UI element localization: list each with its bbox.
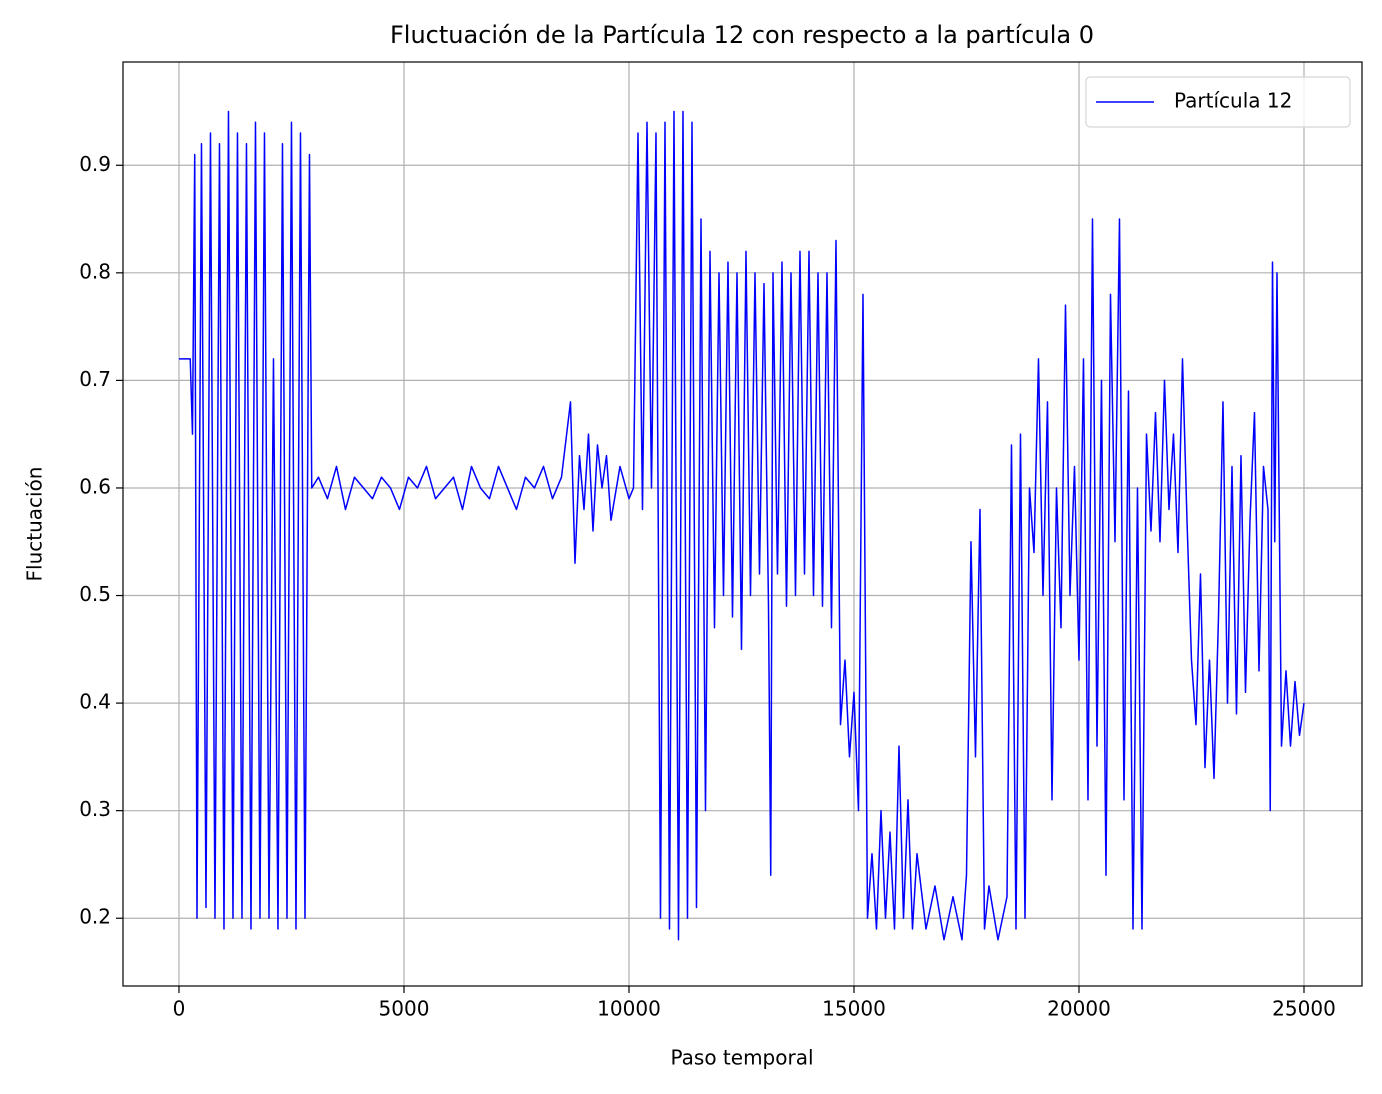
- ticks: 0 5000 10000 15000 20000 25000 0.2 0.3 0.4 0.5 0.6…: [79, 152, 1336, 1021]
- x-tick-label: 0: [173, 997, 186, 1021]
- plot-area: [178, 110, 1305, 941]
- legend-box: [1085, 76, 1351, 128]
- y-tick-label: 0.5: [79, 582, 111, 606]
- y-tick-label: 0.9: [79, 152, 111, 176]
- x-tick-label: 25000: [1272, 997, 1336, 1021]
- y-tick-label: 0.2: [79, 905, 111, 929]
- x-tick-label: 15000: [822, 997, 886, 1021]
- axes-frame: [122, 61, 1363, 987]
- y-tick-label: 0.8: [79, 259, 111, 283]
- data-line: [178, 110, 1305, 941]
- y-tick-label: 0.6: [79, 474, 111, 498]
- x-axis-label: Paso temporal: [670, 1046, 813, 1070]
- y-axis-label: Fluctuación: [23, 467, 47, 582]
- grid: [123, 62, 1362, 986]
- y-tick-label: 0.7: [79, 367, 111, 391]
- y-tick-label: 0.4: [79, 690, 111, 714]
- legend-label: Partícula 12: [1174, 89, 1292, 113]
- x-tick-label: 5000: [379, 997, 430, 1021]
- chart-title: Fluctuación de la Partícula 12 con respe…: [390, 21, 1094, 49]
- legend: Partícula 12: [1085, 76, 1351, 128]
- x-tick-label: 20000: [1047, 997, 1111, 1021]
- y-tick-label: 0.3: [79, 797, 111, 821]
- x-tick-label: 10000: [597, 997, 661, 1021]
